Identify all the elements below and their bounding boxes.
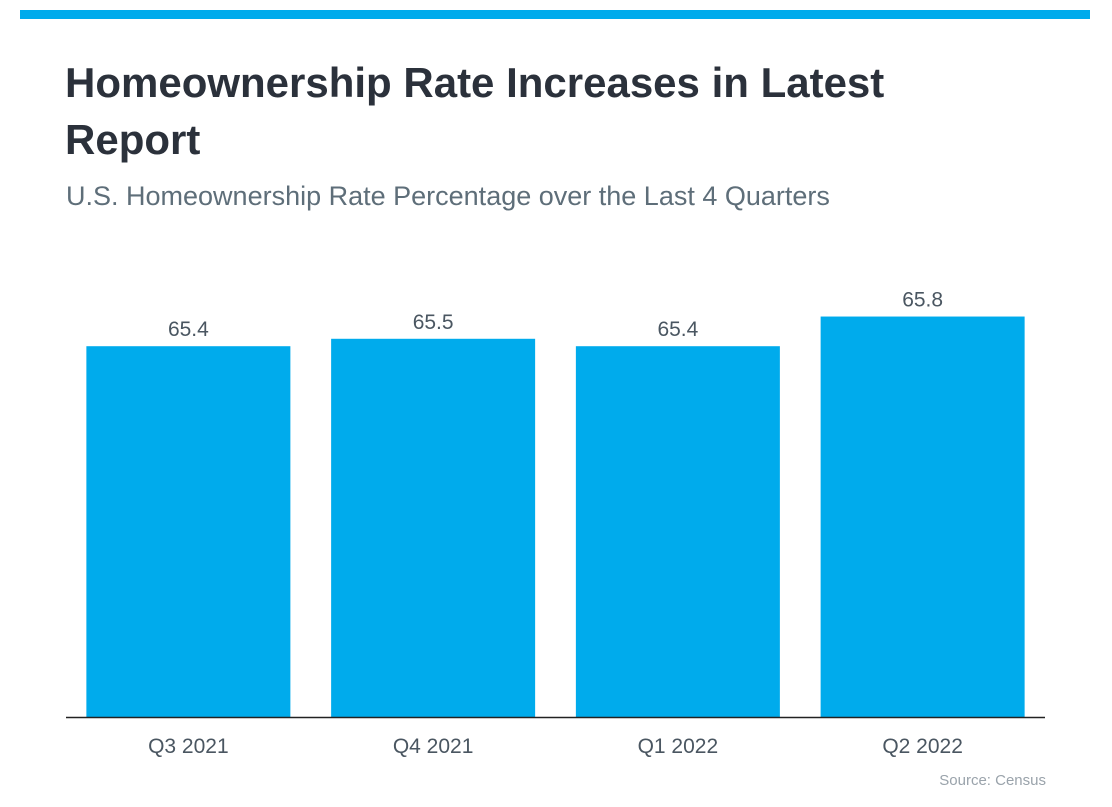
- chart-title: Homeownership Rate Increases in Latest R…: [65, 59, 885, 163]
- bar-q1-2022: [575, 346, 780, 717]
- accent-bar: [20, 10, 1090, 19]
- bar-q2-2022: [820, 316, 1025, 717]
- value-labels-group: 65.4 65.5 65.4 65.8: [168, 289, 943, 342]
- source-note: Source: Census: [939, 772, 1046, 789]
- chart-subtitle: U.S. Homeownership Rate Percentage over …: [66, 181, 830, 211]
- category-label: Q4 2021: [393, 735, 474, 758]
- category-label: Q1 2022: [638, 735, 719, 758]
- bar-q3-2021: [86, 346, 291, 717]
- value-label: 65.8: [902, 289, 943, 312]
- bars-group: [86, 316, 1025, 717]
- value-label: 65.5: [413, 311, 454, 334]
- category-labels-group: Q3 2021 Q4 2021 Q1 2022 Q2 2022: [148, 735, 963, 758]
- bar-q4-2021: [331, 338, 536, 717]
- value-label: 65.4: [168, 318, 209, 341]
- category-label: Q3 2021: [148, 735, 229, 758]
- category-label: Q2 2022: [882, 735, 963, 758]
- value-label: 65.4: [657, 318, 698, 341]
